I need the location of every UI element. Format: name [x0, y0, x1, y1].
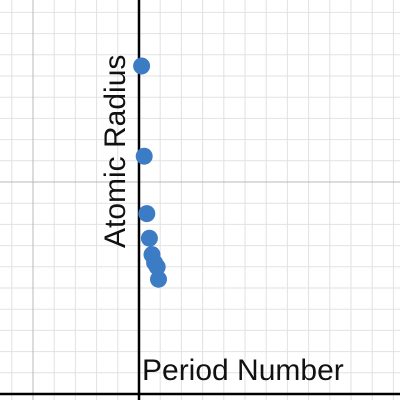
x-axis-label: Period Number [142, 354, 344, 387]
data-point [150, 270, 167, 288]
y-axis-label: Atomic Radius [99, 55, 132, 248]
data-point [138, 205, 156, 223]
data-point [140, 229, 158, 247]
data-point [133, 57, 151, 75]
data-point [135, 147, 153, 165]
data-points [133, 57, 167, 288]
data-point [148, 258, 166, 276]
